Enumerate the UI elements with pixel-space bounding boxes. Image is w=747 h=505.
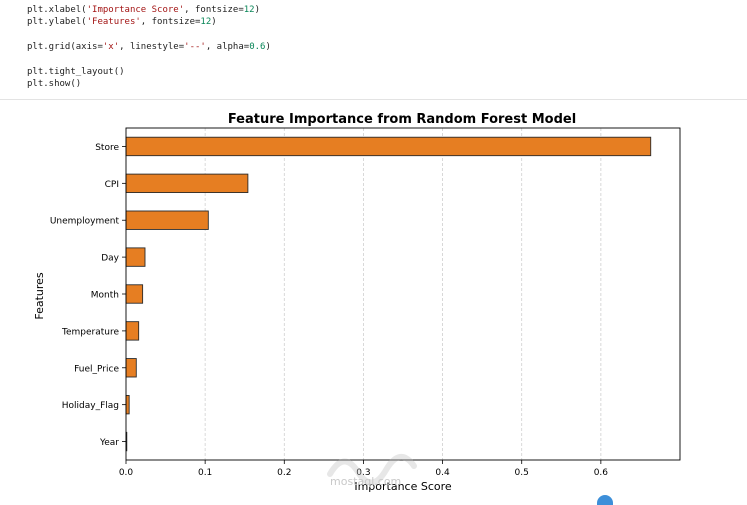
code-token: , linestyle= — [119, 42, 185, 53]
code-editor[interactable]: plt.xlabel('Importance Score', fontsize=… — [27, 4, 271, 91]
code-token: plt.xlabel( — [27, 5, 87, 15]
code-token: 'Features' — [86, 17, 141, 28]
bar-cpi — [125, 173, 249, 194]
x-axis-label: Importance Score — [354, 480, 452, 493]
y-tick-label: Month — [91, 291, 119, 301]
code-cell[interactable]: plt.xlabel('Importance Score', fontsize=… — [0, 0, 747, 100]
code-token: plt.ylabel( — [27, 17, 87, 28]
x-tick-label: 0.5 — [515, 468, 529, 478]
x-tick-label: 0.0 — [119, 468, 134, 478]
x-tick-label: 0.2 — [277, 468, 291, 478]
code-token: ) — [211, 17, 217, 28]
bars — [125, 136, 652, 452]
y-tick-label: Year — [99, 438, 119, 448]
y-tick-label: Store — [95, 143, 119, 153]
y-tick-label: CPI — [105, 180, 119, 190]
code-line: plt.show() — [27, 78, 271, 90]
bar-store — [125, 136, 652, 157]
bar-day — [125, 247, 146, 267]
code-token: , alpha= — [205, 42, 250, 53]
scroll-indicator[interactable] — [597, 495, 613, 505]
x-tick-label: 0.3 — [356, 468, 370, 478]
bar-holiday-flag — [125, 394, 130, 415]
bar-temperature — [125, 321, 140, 341]
bar-unemployment — [125, 210, 209, 230]
watermark-logo — [327, 454, 417, 486]
y-tick-label: Unemployment — [50, 217, 120, 227]
code-token: plt.grid(axis= — [27, 42, 103, 53]
code-token: 0.6 — [249, 42, 266, 53]
y-tick-label: Holiday_Flag — [62, 401, 119, 411]
code-line: plt.xlabel('Importance Score', fontsize=… — [27, 4, 271, 16]
x-tick-label: 0.4 — [435, 468, 450, 478]
grid-lines — [204, 128, 602, 460]
code-token: plt.tight_layout() — [27, 66, 125, 77]
code-token: ) — [254, 5, 261, 15]
x-axis-ticks: 0.0 0.1 0.2 0.3 0.4 0.5 0.6 — [119, 460, 608, 478]
code-token: plt.show() — [27, 79, 82, 90]
code-token: 'Importance Score' — [86, 5, 185, 15]
code-token: 'x' — [102, 42, 120, 53]
code-token: ) — [265, 42, 271, 53]
y-tick-label: Fuel_Price — [74, 364, 119, 374]
y-axis-ticks: Store CPI Unemployment Day Month Temperature F… — [50, 143, 126, 448]
code-line: plt.ylabel('Features', fontsize=12) — [27, 16, 271, 28]
code-token: 12 — [200, 17, 212, 28]
x-tick-label: 0.1 — [198, 468, 212, 478]
code-token: , fontsize= — [140, 17, 201, 28]
code-token: , fontsize= — [184, 5, 244, 15]
y-tick-label: Temperature — [61, 327, 119, 337]
code-token: 12 — [243, 5, 255, 15]
code-line: plt.grid(axis='x', linestyle='--', alpha… — [27, 41, 271, 53]
bar-fuel-price — [125, 358, 137, 378]
code-token: '--' — [184, 42, 206, 53]
x-tick-label: 0.6 — [594, 468, 609, 478]
chart-title: Feature Importance from Random Forest Mo… — [228, 112, 576, 127]
y-tick-label: Day — [101, 254, 119, 264]
watermark-text: mostaql.com — [330, 475, 402, 488]
bar-month — [125, 284, 144, 304]
code-line: plt.tight_layout() — [27, 66, 271, 78]
y-axis-label: Features — [33, 272, 46, 320]
